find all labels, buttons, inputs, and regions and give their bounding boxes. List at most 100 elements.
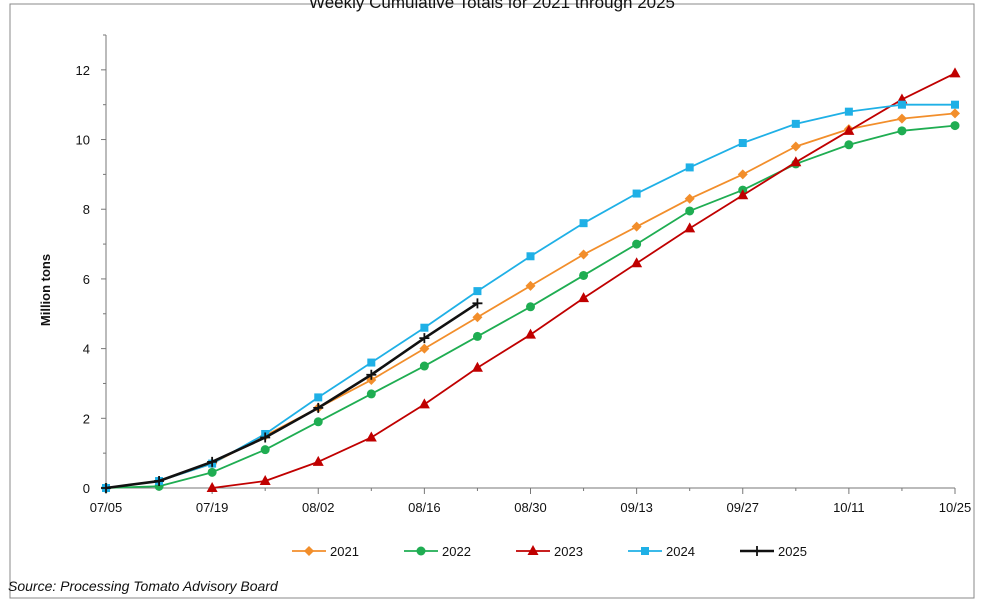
data-point-2023	[843, 124, 855, 135]
data-point-2024	[420, 323, 429, 332]
data-point-2025	[101, 483, 111, 493]
data-point-2021	[525, 280, 536, 291]
data-point-2022	[472, 331, 482, 341]
data-point-2023	[631, 257, 643, 268]
series-2021	[101, 108, 960, 493]
legend-item-2021: 2021	[292, 544, 359, 559]
y-tick-label: 0	[83, 481, 90, 496]
data-point-2021	[896, 113, 907, 124]
plot-frame	[9, 3, 975, 599]
data-point-2021	[631, 221, 642, 232]
data-point-2025	[207, 456, 218, 467]
data-point-2024	[526, 252, 535, 261]
x-tick-label: 07/19	[196, 500, 229, 515]
data-point-2022	[632, 239, 642, 249]
legend: 2021 2022 2023 2024 2025	[292, 544, 807, 559]
data-point-2023	[684, 222, 696, 233]
data-point-2025	[260, 432, 271, 443]
legend-item-2023: 2023	[516, 544, 583, 559]
legend-label: 2023	[554, 544, 583, 559]
legend-label: 2024	[666, 544, 695, 559]
x-tick-label: 08/30	[514, 500, 547, 515]
series-2024	[102, 100, 959, 492]
data-point-2024	[791, 119, 800, 128]
data-point-2025	[419, 333, 430, 344]
data-point-2025	[154, 476, 165, 487]
data-point-2023	[578, 292, 590, 303]
data-point-2022	[526, 302, 535, 312]
data-point-2021	[419, 343, 430, 354]
legend-marker	[527, 545, 539, 555]
series-line-2025	[105, 302, 479, 490]
data-point-2025	[313, 402, 324, 413]
x-tick-label: 07/05	[90, 500, 123, 515]
series-layer	[101, 67, 961, 493]
data-point-2022	[207, 467, 217, 477]
series-2025	[101, 298, 483, 493]
series-line-2024	[105, 103, 955, 489]
data-point-2024	[632, 189, 641, 198]
y-tick-label: 8	[83, 202, 90, 217]
y-tick-label: 2	[83, 411, 90, 426]
y-tick-label: 4	[83, 342, 90, 357]
series-line-2023	[212, 72, 956, 489]
data-point-2023	[365, 431, 377, 442]
x-tick-label: 10/25	[939, 500, 972, 515]
legend-item-2024: 2024	[628, 544, 695, 559]
data-point-2024	[685, 163, 694, 172]
data-point-2021	[472, 312, 483, 323]
data-point-2022	[897, 126, 907, 136]
y-tick-label: 6	[83, 272, 90, 287]
series-line-2021	[105, 112, 956, 489]
data-point-2024	[579, 219, 588, 228]
x-tick-label: 09/13	[620, 500, 653, 515]
data-point-2024	[844, 107, 853, 116]
legend-marker	[416, 546, 426, 556]
data-point-2024	[314, 393, 323, 402]
data-point-2023	[737, 189, 749, 200]
legend-item-2025: 2025	[740, 544, 807, 559]
data-point-2022	[419, 361, 429, 371]
data-point-2021	[950, 108, 960, 119]
data-point-2022	[260, 445, 270, 455]
data-point-2022	[685, 206, 695, 216]
x-tick-label: 10/11	[833, 500, 865, 515]
legend-marker	[752, 546, 762, 556]
data-point-2024	[473, 287, 482, 296]
legend-label: 2025	[778, 544, 807, 559]
data-point-2023	[525, 328, 536, 339]
data-point-2023	[312, 455, 324, 466]
data-point-2021	[790, 141, 801, 152]
legend-marker	[641, 547, 649, 555]
data-point-2024	[897, 100, 906, 109]
data-point-2022	[579, 270, 589, 280]
data-point-2023	[471, 361, 483, 372]
y-tick-label: 10	[76, 133, 90, 148]
data-point-2024	[738, 139, 747, 148]
y-axis-label: Million tons	[38, 254, 53, 326]
x-tick-label: 08/02	[302, 500, 335, 515]
y-tick-label: 12	[76, 63, 90, 78]
legend-label: 2022	[442, 544, 471, 559]
data-point-2022	[313, 417, 323, 427]
legend-item-2022: 2022	[404, 544, 471, 559]
series-2023	[206, 67, 961, 492]
data-point-2023	[206, 482, 218, 492]
data-point-2021	[578, 249, 589, 260]
data-point-2024	[367, 358, 376, 367]
legend-label: 2021	[330, 544, 359, 559]
data-point-2023	[259, 475, 271, 486]
x-tick-label: 08/16	[408, 500, 441, 515]
series-2022	[101, 121, 960, 493]
data-point-2021	[684, 193, 695, 204]
data-point-2023	[949, 67, 961, 78]
legend-marker	[304, 546, 314, 556]
data-point-2021	[737, 169, 748, 180]
data-point-2025	[366, 369, 377, 380]
data-point-2022	[366, 389, 376, 399]
axes: 0 2 4 6 8 10 12 07/05 07/19 08/02 08/16 08/30 09/13 0…	[76, 34, 972, 515]
data-point-2024	[951, 100, 959, 109]
data-point-2022	[950, 121, 960, 131]
